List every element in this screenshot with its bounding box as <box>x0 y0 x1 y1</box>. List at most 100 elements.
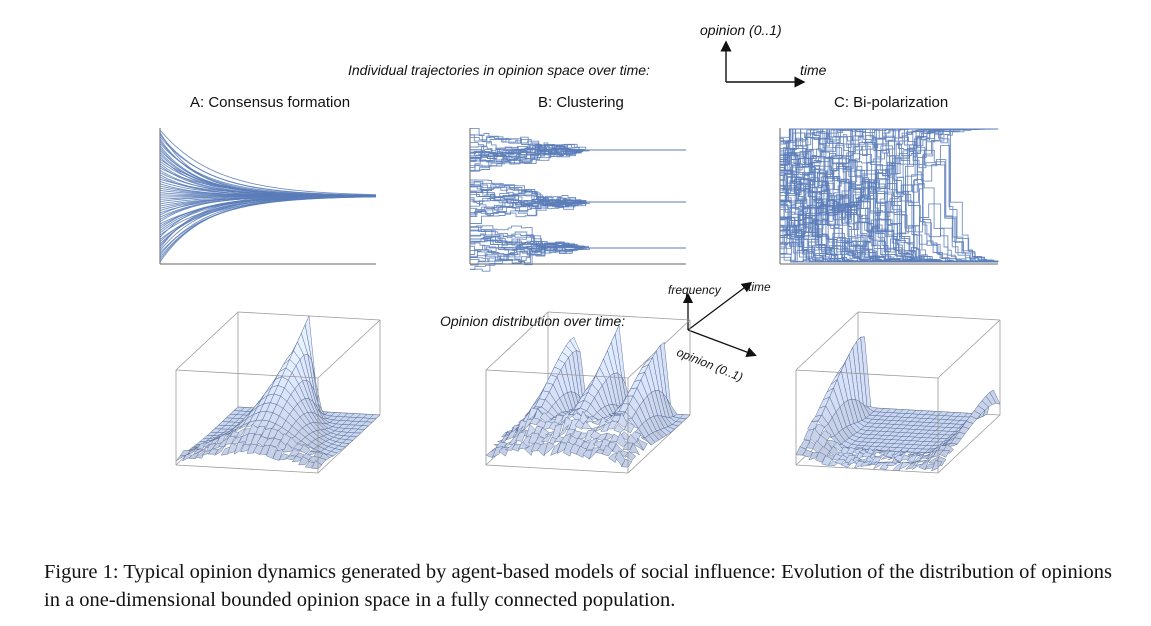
box-edge <box>795 464 939 474</box>
trajectory-line <box>470 185 686 205</box>
panel-c-title: C: Bi-polarization <box>834 94 949 111</box>
surface-cell <box>852 447 864 455</box>
box-edge <box>485 464 629 474</box>
surface-cell <box>594 424 605 433</box>
trajectory-line <box>780 216 998 263</box>
box-edge <box>937 319 1001 379</box>
surface-cell <box>613 423 625 433</box>
consensus-distribution-3d-plot <box>175 311 381 474</box>
surface-cell <box>224 435 236 445</box>
surface-cell <box>898 461 911 470</box>
surface-cell <box>266 444 278 459</box>
surface-cell <box>515 431 527 442</box>
surface-cell <box>636 437 648 451</box>
surface-cell <box>269 438 281 448</box>
box-edge <box>317 319 381 379</box>
trajectory-line <box>780 152 998 263</box>
trajectory-line <box>159 147 377 197</box>
trajectory-line <box>159 167 377 196</box>
surface-cell <box>311 460 323 470</box>
surface-cell <box>560 432 572 444</box>
surface-cell <box>558 424 569 437</box>
surface-cell <box>885 461 898 467</box>
clustering-trajectories-plot <box>469 127 686 272</box>
surface-cell <box>196 441 208 450</box>
bipolarization-trajectories-plot <box>779 128 999 265</box>
surface-cell <box>606 421 619 430</box>
trajectory-line <box>780 149 999 262</box>
surface-cell <box>199 443 210 453</box>
surface-cell <box>543 441 555 456</box>
box-edge <box>795 369 939 379</box>
opinion-3d-axis-arrow <box>687 329 757 358</box>
surface-cell <box>205 442 217 454</box>
surface-cell <box>601 444 613 457</box>
trajectory-line <box>470 242 686 255</box>
trajectory-line <box>470 149 686 165</box>
surface-cell <box>905 461 917 470</box>
surface-cell <box>912 463 923 470</box>
surface-cell <box>583 429 595 443</box>
trajectory-line <box>780 128 998 263</box>
trajectory-line <box>159 196 377 263</box>
surface-cell <box>632 440 644 451</box>
surface-cell <box>795 446 807 456</box>
box-edge <box>175 464 319 474</box>
surface-cell <box>938 450 951 458</box>
panel-b-title: B: Clustering <box>538 94 624 111</box>
bipolarization-distribution-3d-plot <box>795 311 1001 474</box>
surface-cell <box>834 459 846 465</box>
surface-cell <box>194 448 207 459</box>
trajectories-section-label: Individual trajectories in opinion space… <box>348 62 650 78</box>
surface-cell <box>866 461 878 466</box>
box-edge <box>937 414 1001 474</box>
surface-cell <box>214 445 226 456</box>
figure-caption: Figure 1: Typical opinion dynamics gener… <box>44 561 1112 611</box>
surface-cell <box>246 443 258 454</box>
surface-cell <box>919 454 931 459</box>
surface-cell <box>272 448 284 461</box>
surface-cell <box>186 447 197 455</box>
surface-cell <box>628 442 641 456</box>
distribution-section-label: Opinion distribution over time: <box>440 313 626 329</box>
trajectory-line <box>780 128 999 262</box>
surface-cell <box>235 427 246 439</box>
surface-cell <box>231 435 243 445</box>
surface-cell <box>539 411 551 424</box>
box-edge <box>547 311 691 321</box>
surface-cell <box>623 421 635 434</box>
box-edge <box>485 311 549 371</box>
surface-cell <box>906 453 918 462</box>
surface-cell <box>821 455 833 466</box>
surface-cell <box>298 456 310 466</box>
surface-cell <box>188 451 200 459</box>
surface-cell <box>589 447 601 460</box>
frequency-axis-label: frequency <box>668 283 721 297</box>
time-axis-label: time <box>800 62 827 78</box>
surface-cell <box>540 434 553 442</box>
surface-cell <box>918 459 930 471</box>
surface-cell <box>873 461 885 470</box>
trajectory-line <box>159 129 377 196</box>
surface-cell <box>859 460 872 467</box>
surface-cell <box>233 441 245 455</box>
trajectory-line <box>159 195 377 249</box>
box-edge <box>485 369 629 379</box>
surface-cell <box>244 432 256 447</box>
opinion-axis-label: opinion (0..1) <box>700 22 782 38</box>
surface-cell <box>506 428 518 441</box>
surface-cell <box>815 451 827 463</box>
time-3d-axis-label: time <box>748 280 771 294</box>
surface-cell <box>897 450 909 457</box>
box-edge <box>795 311 859 371</box>
consensus-trajectories-plot <box>159 128 377 265</box>
surface-cell <box>504 441 516 451</box>
panel-a-title: A: Consensus formation <box>190 94 351 111</box>
surface-cell <box>256 435 269 448</box>
surface-cell <box>621 458 633 468</box>
surface-cell <box>946 442 959 448</box>
surface-cell <box>512 425 524 438</box>
surface-cell <box>931 460 943 472</box>
surface-cell <box>586 437 598 451</box>
surface-cell <box>492 445 504 458</box>
